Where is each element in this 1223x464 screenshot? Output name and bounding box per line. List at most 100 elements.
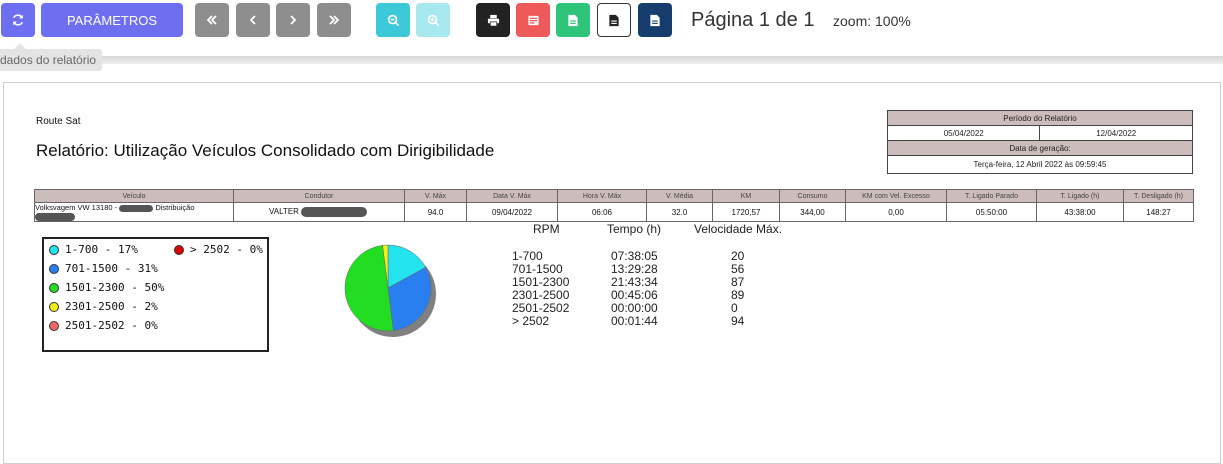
zoom-out-button[interactable] — [376, 3, 410, 37]
rpm-time-cell: 00:00:00 — [611, 301, 658, 315]
vehicle-table: Veículo Condutor V. Máx Data V. Máx Hora… — [34, 189, 1194, 223]
rpm-range-cell: 1501-2300 — [512, 275, 570, 289]
col-vehicle: Veículo — [34, 189, 234, 203]
first-page-button[interactable] — [195, 3, 229, 37]
rpm-time-cell: 21:43:34 — [611, 275, 658, 289]
rpm-header: RPM — [533, 222, 560, 236]
legend-label: > 2502 - 0% — [190, 243, 263, 256]
pdf-file-icon — [527, 15, 539, 25]
table-header-row: Veículo Condutor V. Máx Data V. Máx Hora… — [34, 189, 1194, 203]
pie-slice-701-1500 — [387, 266, 432, 331]
rpm-time-cell: 00:45:06 — [611, 288, 658, 302]
printer-icon — [487, 14, 499, 26]
page-indicator: Página 1 de 1 — [691, 9, 815, 31]
legend-dot-icon — [49, 320, 59, 331]
cell-ligado-parado: 05:50:00 — [946, 201, 1037, 223]
double-chevron-right-icon — [329, 15, 340, 25]
export-excel-button[interactable] — [556, 3, 590, 37]
legend-item: 2501-2502 - 0% — [49, 319, 158, 332]
zoom-level: zoom: 100% — [833, 13, 911, 29]
cell-ligado: 43:38:00 — [1036, 201, 1124, 223]
print-button[interactable] — [476, 3, 510, 37]
legend-item: 701-1500 - 31% — [49, 262, 158, 275]
report-title: Relatório: Utilização Veículos Consolida… — [36, 141, 495, 160]
col-ligado-parado: T. Ligado Parado — [946, 189, 1037, 203]
pie-slice-1501-2300 — [344, 245, 394, 332]
refresh-tooltip: dados do relatório — [0, 49, 103, 71]
export-pdf-button[interactable] — [516, 3, 550, 37]
rpm-time-cell: 07:38:05 — [611, 249, 658, 263]
col-driver: Condutor — [233, 189, 405, 203]
legend-label: 701-1500 - 31% — [65, 262, 158, 275]
col-km: KM — [712, 189, 780, 203]
cell-vmax: 94.0 — [404, 201, 467, 223]
excel-file-icon — [568, 14, 578, 26]
toolbar-shadow — [0, 56, 1223, 64]
rpm-speed-cell: 56 — [731, 262, 745, 276]
rpm-speed-cell: 94 — [731, 314, 745, 328]
legend-item: 1501-2300 - 50% — [49, 281, 164, 294]
legend-label: 2501-2502 - 0% — [65, 319, 158, 332]
col-km-excesso: KM com Vel. Excesso — [845, 189, 947, 203]
chevron-right-icon — [290, 15, 297, 25]
col-vavg: V. Média — [646, 189, 713, 203]
previous-page-button[interactable] — [236, 3, 270, 37]
toolbar: PARÂMETROS Página 1 de 1 zoom: 100% — [0, 0, 1223, 42]
time-header: Tempo (h) — [607, 222, 662, 236]
last-page-button[interactable] — [317, 3, 351, 37]
parameters-button[interactable]: PARÂMETROS — [41, 3, 183, 37]
cell-vehicle: Volksvagem VW 13180 - Distribuição — [34, 201, 234, 223]
col-ligado: T. Ligado (h) — [1036, 189, 1124, 203]
period-start: 05/04/2022 — [886, 125, 1041, 141]
export-word-button[interactable] — [638, 3, 672, 37]
legend-item: 1-700 - 17% — [49, 243, 138, 256]
cell-consumo: 344,00 — [779, 201, 846, 223]
zoom-in-button[interactable] — [416, 3, 450, 37]
speed-header: Velocidade Máx. — [694, 222, 783, 236]
refresh-button[interactable] — [1, 3, 35, 37]
rpm-legend: 1-700 - 17% 701-1500 - 31% 1501-2300 - 5… — [42, 237, 269, 352]
cell-desligado: 148:27 — [1123, 201, 1194, 223]
rpm-speed-cell: 20 — [731, 249, 745, 263]
legend-label: 2301-2500 - 2% — [65, 300, 158, 313]
col-date-vmax: Data V. Máx — [466, 189, 558, 203]
rpm-range-cell: 2301-2500 — [512, 288, 570, 302]
pie-slice-1-700 — [387, 244, 427, 289]
legend-dot-icon — [174, 244, 184, 255]
redaction — [301, 207, 368, 217]
period-header: Período do Relatório — [887, 110, 1193, 126]
driver-name: VALTER — [269, 207, 299, 217]
legend-label: 1-700 - 17% — [65, 243, 138, 256]
double-chevron-left-icon — [206, 15, 217, 25]
chevron-left-icon — [249, 15, 256, 25]
pie-slice-2301-2500 — [382, 244, 389, 289]
rpm-time-cell: 00:01:44 — [611, 314, 658, 328]
rpm-speed-cell: 87 — [731, 275, 745, 289]
legend-item: 2301-2500 - 2% — [49, 300, 158, 313]
cell-km-excesso: 0,00 — [845, 201, 947, 223]
legend-dot-icon — [49, 301, 59, 312]
cell-vavg: 32.0 — [646, 201, 713, 223]
rpm-speed-cell: 89 — [731, 288, 745, 302]
refresh-icon — [12, 14, 24, 26]
rpm-range-cell: 1-700 — [512, 249, 543, 263]
col-hour-vmax: Hora V. Máx — [557, 189, 647, 203]
redaction — [35, 213, 75, 222]
company-name: Route Sat — [36, 116, 81, 127]
table-row: Volksvagem VW 13180 - Distribuição VALTE… — [34, 201, 1194, 223]
cell-driver: VALTER — [233, 201, 405, 223]
text-file-icon — [609, 14, 619, 26]
next-page-button[interactable] — [276, 3, 310, 37]
rpm-range-cell: 701-1500 — [512, 262, 563, 276]
redaction — [119, 204, 154, 212]
col-consumo: Consumo — [779, 189, 846, 203]
export-text-button[interactable] — [597, 3, 631, 37]
col-vmax: V. Máx — [404, 189, 467, 203]
legend-item: > 2502 - 0% — [174, 243, 263, 256]
cell-date-vmax: 09/04/2022 — [466, 201, 558, 223]
zoom-in-icon — [427, 14, 439, 26]
legend-dot-icon — [49, 263, 59, 274]
rpm-speed-cell: 0 — [731, 301, 738, 315]
col-desligado: T. Desligado (h) — [1123, 189, 1194, 203]
legend-dot-icon — [49, 244, 59, 255]
